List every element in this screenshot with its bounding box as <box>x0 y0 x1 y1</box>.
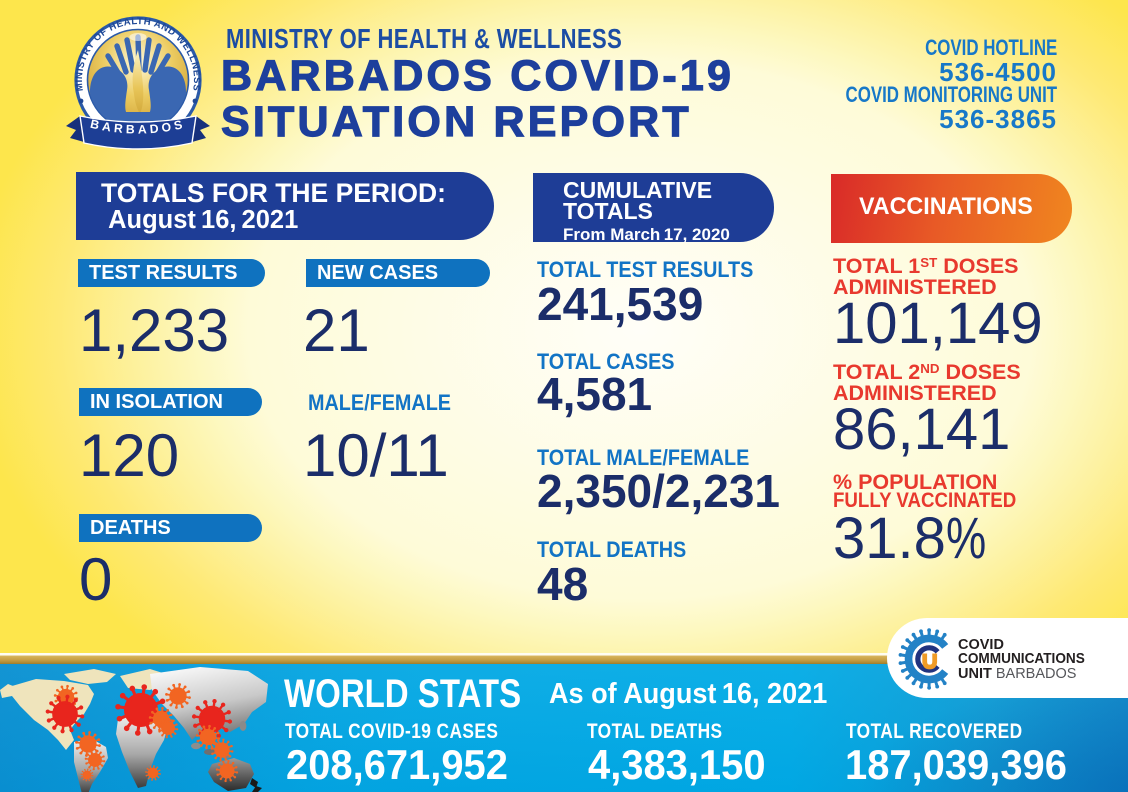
svg-text:BARBADOS: BARBADOS <box>89 117 187 137</box>
svg-text:COMMUNICATIONS: COMMUNICATIONS <box>958 650 1085 666</box>
svg-text:COVID: COVID <box>958 637 1004 653</box>
svg-text:UNIT BARBADOS: UNIT BARBADOS <box>958 666 1076 682</box>
